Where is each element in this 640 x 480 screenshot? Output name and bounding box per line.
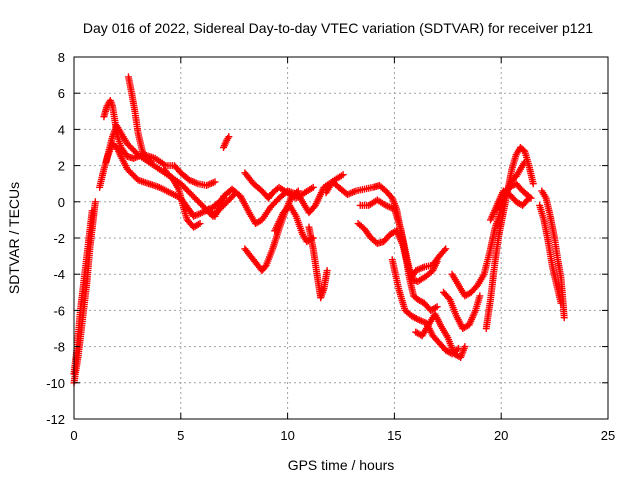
y-tick-label: 8: [58, 50, 65, 65]
series-track-13: [271, 201, 317, 246]
y-tick-label: -12: [46, 412, 65, 427]
series-track-10: [205, 171, 347, 228]
data-point: [200, 203, 208, 211]
x-tick-label: 25: [601, 428, 615, 443]
grid-lines: [74, 57, 608, 419]
data-point: [197, 200, 205, 208]
data-point: [145, 158, 153, 166]
series-track-24: [487, 187, 533, 224]
data-point: [211, 178, 219, 186]
data-point: [125, 167, 133, 175]
x-tick-label: 0: [70, 428, 77, 443]
data-point: [184, 187, 192, 195]
data-point: [131, 173, 139, 181]
data-point: [442, 245, 450, 253]
y-tick-label: 2: [58, 159, 65, 174]
data-point: [226, 195, 234, 203]
data-point: [229, 192, 237, 200]
y-tick-label: -10: [46, 376, 65, 391]
data-point: [224, 197, 232, 205]
x-axis-label: GPS time / hours: [288, 457, 395, 473]
series-track-25: [538, 187, 568, 322]
data-point: [180, 183, 188, 191]
series-track-19: [412, 310, 469, 361]
data-point: [186, 189, 194, 197]
series-track-17: [354, 220, 441, 285]
x-tick-label: 20: [494, 428, 508, 443]
series-track-15: [322, 178, 441, 314]
series-track-8: [160, 165, 204, 231]
data-point: [412, 315, 420, 323]
y-tick-label: -2: [53, 231, 65, 246]
data-point: [557, 299, 565, 307]
data-point: [126, 168, 134, 176]
data-point: [183, 186, 191, 194]
data-marks: [70, 73, 568, 387]
series-track-1: [70, 198, 99, 387]
data-point: [189, 192, 197, 200]
y-tick-label: -6: [53, 303, 65, 318]
x-tick-label: 15: [387, 428, 401, 443]
data-point: [339, 171, 347, 179]
data-point: [323, 267, 331, 275]
data-point: [130, 171, 138, 179]
series-track-21: [448, 158, 529, 300]
data-point: [433, 258, 441, 266]
y-tick-labels: -12 -10 -8 -6 -4 -2 0 2 4 6 8: [46, 50, 65, 427]
data-point: [125, 141, 133, 149]
data-point: [128, 145, 136, 153]
data-point: [126, 143, 134, 151]
y-tick-label: -4: [53, 267, 65, 282]
x-tick-label: 5: [177, 428, 184, 443]
series-track-20: [440, 288, 484, 332]
data-point: [461, 343, 469, 351]
y-axis-label: SDTVAR / TECUs: [6, 182, 22, 294]
data-point: [440, 246, 448, 254]
y-tick-label: 0: [58, 195, 65, 210]
data-point: [560, 314, 568, 322]
data-point: [227, 194, 235, 202]
data-point: [181, 184, 189, 192]
x-tick-labels: 0 5 10 15 20 25: [70, 428, 615, 443]
data-point: [293, 188, 301, 196]
data-point: [294, 187, 302, 195]
data-point: [524, 196, 532, 204]
data-point: [192, 195, 200, 203]
series-track-2: [70, 207, 96, 378]
data-point: [130, 146, 138, 154]
data-point: [128, 170, 136, 178]
series-track-9: [220, 133, 233, 151]
data-point: [529, 180, 537, 188]
data-point: [525, 194, 533, 202]
chart-title: Day 016 of 2022, Sidereal Day-to-day VTE…: [83, 20, 593, 36]
data-point: [123, 165, 131, 173]
x-tick-label: 10: [280, 428, 294, 443]
data-point: [198, 201, 206, 209]
data-point: [476, 292, 484, 300]
data-point: [309, 183, 317, 191]
data-point: [225, 133, 233, 141]
y-tick-label: 6: [58, 86, 65, 101]
data-point: [191, 194, 199, 202]
y-tick-label: 4: [58, 122, 65, 137]
data-point: [123, 140, 131, 148]
data-point: [131, 148, 139, 156]
data-point: [433, 303, 441, 311]
series-track-26: [536, 201, 565, 307]
series-track-7: [140, 151, 219, 190]
data-point: [187, 191, 195, 199]
data-point: [194, 220, 202, 228]
data-point: [194, 197, 202, 205]
data-point: [195, 198, 203, 206]
series-track-22: [482, 144, 537, 332]
axis-ticks: [73, 56, 609, 420]
data-point: [196, 220, 204, 228]
y-tick-label: -8: [53, 340, 65, 355]
data-point: [432, 304, 440, 312]
data-point: [91, 198, 99, 206]
series-track-5: [100, 96, 155, 166]
series-track-14: [305, 223, 331, 302]
data-point: [88, 207, 96, 215]
